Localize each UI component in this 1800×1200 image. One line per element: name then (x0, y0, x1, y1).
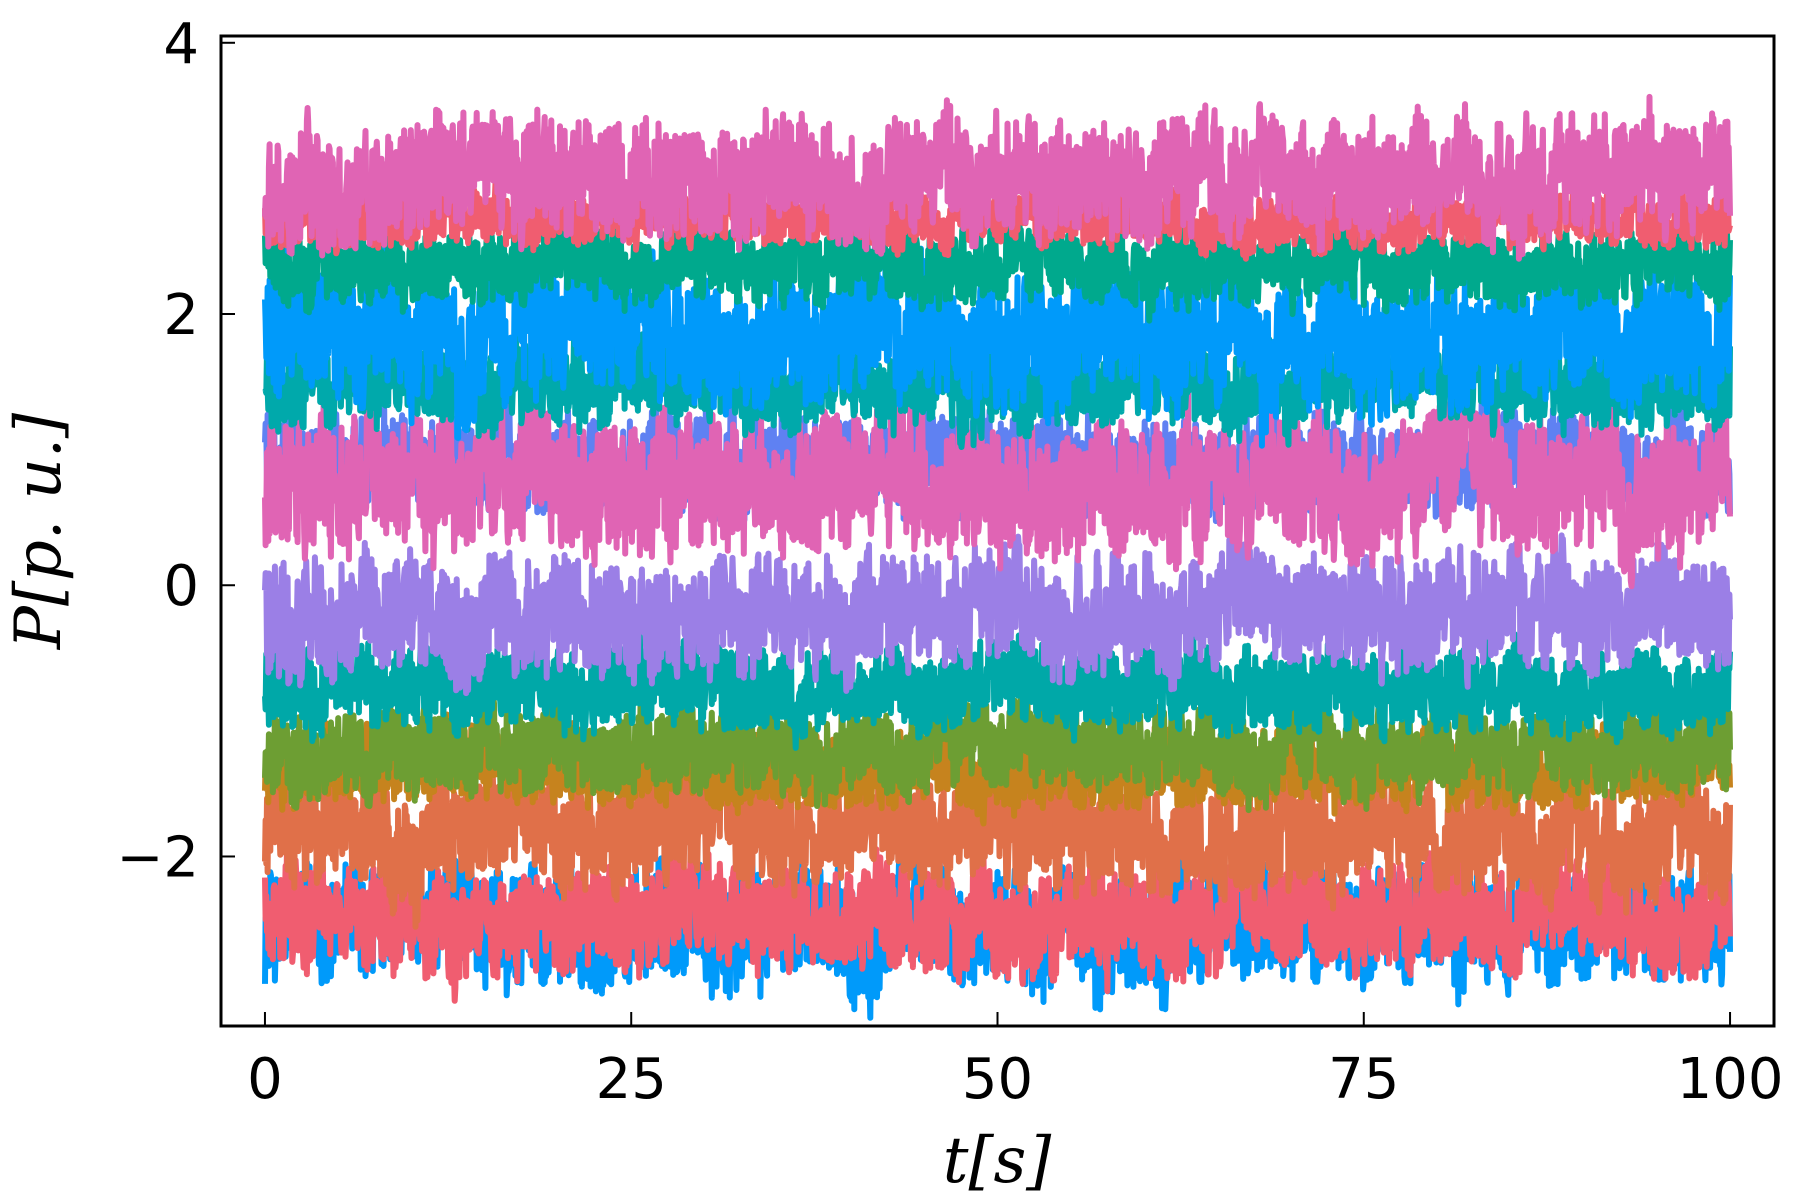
series-line-13 (262, 93, 1733, 262)
series-line-1 (262, 825, 1733, 1004)
series-line-6 (262, 528, 1733, 697)
y-tick-label: 0 (163, 554, 199, 619)
x-tick-label: 0 (247, 1047, 283, 1112)
series-line-10 (262, 233, 1733, 449)
y-axis-label: P[p. u.] (2, 412, 76, 650)
y-tick-label: 4 (163, 12, 199, 77)
series-line-2 (262, 742, 1733, 930)
series-line-4 (262, 685, 1733, 814)
y-tick-label: −2 (116, 825, 199, 890)
series-line-11 (262, 212, 1733, 324)
x-tick-label: 100 (1677, 1047, 1784, 1112)
series-line-8 (262, 353, 1733, 590)
x-axis-label: t[s] (943, 1124, 1053, 1198)
x-tick-label: 75 (1328, 1047, 1399, 1112)
series-layer (262, 93, 1733, 1021)
x-tick-label: 50 (962, 1047, 1033, 1112)
x-tick-label: 25 (596, 1047, 667, 1112)
x-axis-ticks: 0 25 50 75 100 (247, 1012, 1783, 1112)
y-tick-label: 2 (163, 283, 199, 348)
y-axis-ticks: −2 0 2 4 (116, 12, 235, 890)
